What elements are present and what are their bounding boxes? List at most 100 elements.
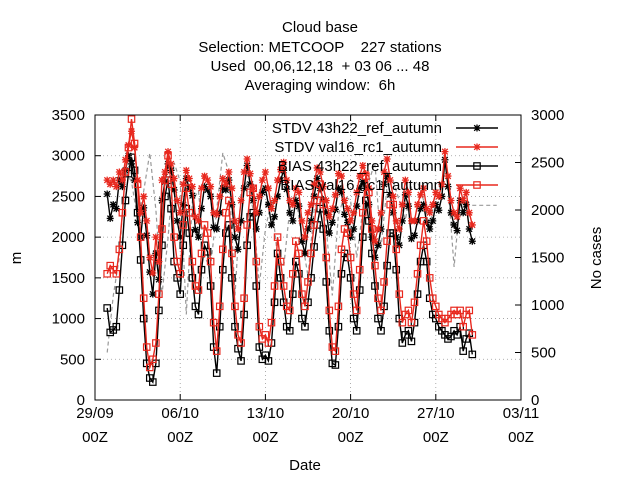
data-point xyxy=(307,249,315,258)
data-point xyxy=(139,314,148,323)
data-point xyxy=(179,201,187,209)
data-point xyxy=(158,197,166,204)
data-point xyxy=(337,172,345,180)
data-point xyxy=(200,221,209,229)
data-point xyxy=(392,265,401,274)
data-point xyxy=(106,180,114,188)
data-point xyxy=(331,347,340,355)
data-point xyxy=(374,294,382,303)
data-point xyxy=(295,249,303,258)
data-point xyxy=(197,265,206,274)
data-point xyxy=(237,197,245,204)
data-point xyxy=(124,143,133,152)
data-point xyxy=(133,180,142,189)
data-point xyxy=(389,229,398,237)
data-point xyxy=(146,254,154,261)
data-point xyxy=(313,164,321,172)
data-point xyxy=(292,184,300,192)
data-point xyxy=(103,304,111,312)
legend-label: BIAS val16_rc1_autumn xyxy=(280,177,442,194)
data-point xyxy=(350,209,358,217)
data-point xyxy=(304,278,312,286)
data-point xyxy=(161,168,169,176)
data-point xyxy=(228,274,236,282)
chart-title-block: Cloud base Selection: METCOOP 227 statio… xyxy=(198,19,441,94)
data-point xyxy=(298,290,306,298)
data-point xyxy=(210,223,218,231)
data-point xyxy=(194,233,202,241)
data-point xyxy=(358,233,367,241)
data-point xyxy=(410,298,419,307)
data-point xyxy=(103,269,111,278)
data-point xyxy=(267,205,275,213)
data-point xyxy=(413,269,422,278)
data-point xyxy=(136,233,145,241)
data-point xyxy=(176,269,185,278)
data-point xyxy=(228,249,236,258)
data-point xyxy=(112,269,121,278)
data-point xyxy=(149,355,157,364)
data-point xyxy=(152,339,160,347)
data-point xyxy=(462,188,470,196)
data-point xyxy=(115,286,124,294)
y-tick-label: 500 xyxy=(60,351,85,368)
x-tick-label-date: 29/09 xyxy=(76,405,114,422)
data-point xyxy=(398,217,406,225)
data-point xyxy=(185,208,194,217)
data-point xyxy=(359,178,367,186)
data-point xyxy=(225,176,233,184)
data-point xyxy=(310,192,318,200)
data-point xyxy=(264,357,273,365)
data-point xyxy=(301,249,309,257)
data-point xyxy=(456,306,464,315)
data-point xyxy=(222,229,230,237)
data-point xyxy=(222,180,230,188)
data-point xyxy=(404,202,412,210)
data-point xyxy=(298,314,306,323)
data-point xyxy=(161,176,169,184)
data-point xyxy=(349,314,358,323)
x-axis-ticks: 29/09 00Z 06/10 00Z 13/10 00Z 20/10 00Z 27/10 00Z… xyxy=(76,115,539,446)
data-point xyxy=(234,225,242,233)
data-point xyxy=(350,225,358,233)
legend-swatch-marker xyxy=(473,162,481,170)
data-point xyxy=(374,314,382,323)
data-point xyxy=(395,290,404,298)
data-point xyxy=(179,180,187,188)
data-point xyxy=(182,166,190,174)
data-point xyxy=(411,217,418,225)
data-point xyxy=(231,233,239,241)
data-point xyxy=(328,205,336,213)
x-tick-label-date: 20/10 xyxy=(332,405,370,422)
data-point xyxy=(271,197,279,204)
data-point xyxy=(170,186,178,194)
data-point xyxy=(362,170,370,178)
data-point xyxy=(325,213,333,221)
data-point xyxy=(322,278,331,286)
data-point xyxy=(465,306,474,315)
data-point xyxy=(128,127,136,135)
data-point xyxy=(201,183,209,191)
y-tick-label: 1500 xyxy=(52,270,85,287)
data-point xyxy=(261,331,270,339)
data-point xyxy=(225,221,233,229)
data-point xyxy=(337,245,346,254)
data-point xyxy=(128,160,136,168)
data-point xyxy=(145,363,154,372)
data-point xyxy=(456,184,464,192)
data-point xyxy=(344,218,352,226)
data-point xyxy=(450,209,458,217)
data-point xyxy=(215,302,224,311)
data-point xyxy=(285,326,294,335)
data-point xyxy=(228,184,236,192)
data-point xyxy=(337,269,346,278)
data-point xyxy=(149,290,157,298)
data-point xyxy=(198,184,205,192)
chart-subtitle-used: Used 00,06,12,18 + 03 06 ... 48 xyxy=(211,58,430,75)
data-point xyxy=(185,175,193,183)
data-point xyxy=(179,241,188,250)
data-point xyxy=(438,180,446,188)
data-point xyxy=(143,232,151,240)
data-point xyxy=(420,201,428,209)
data-point xyxy=(142,343,151,351)
